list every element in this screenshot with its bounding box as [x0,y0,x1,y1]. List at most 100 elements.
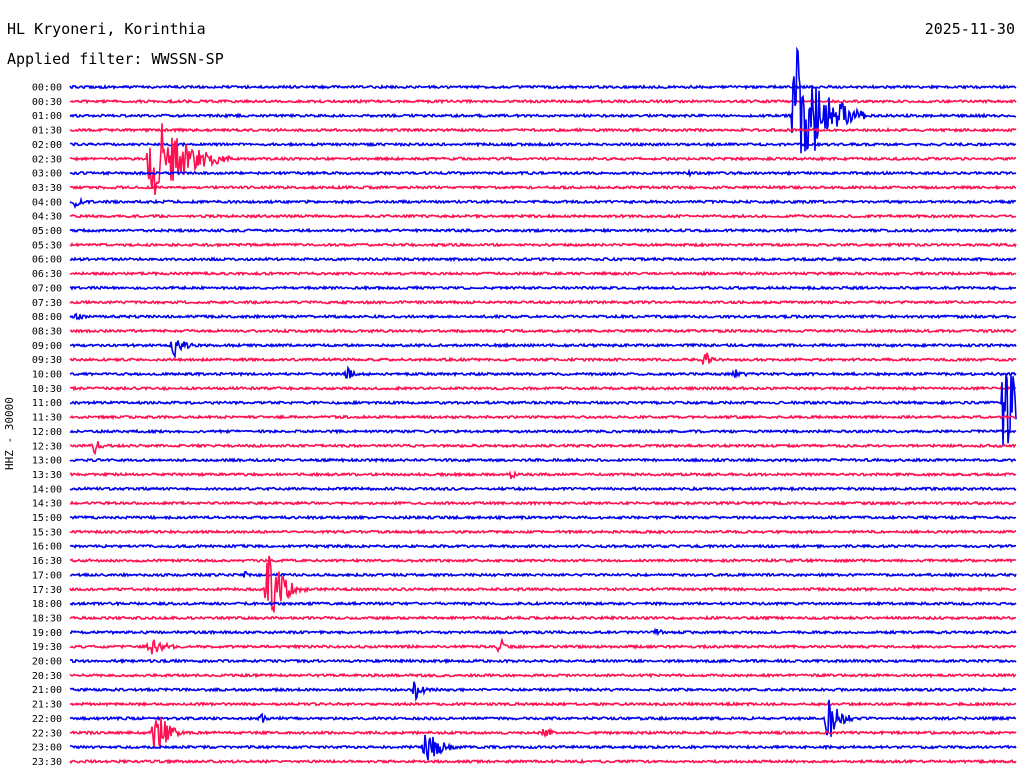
trace-line [69,528,1017,535]
time-tick-label: 23:30 [32,757,62,768]
time-tick-label: 23:00 [32,743,62,754]
time-tick-label: 05:30 [32,240,62,251]
time-tick-label: 20:30 [32,671,62,682]
trace-line [70,734,1017,761]
trace-line [69,168,1017,178]
trace-line [69,637,1016,655]
trace-line [69,213,1017,220]
trace-line [69,441,1017,456]
time-tick-label: 07:30 [32,298,62,309]
time-tick-label: 04:00 [32,197,62,208]
time-tick-label: 20:00 [32,657,62,668]
trace-line [69,469,1017,479]
time-tick-label: 15:00 [32,513,62,524]
trace-line [69,123,1017,195]
trace-line [69,385,1017,392]
time-tick-label: 11:00 [32,398,62,409]
time-tick-label: 09:00 [32,341,62,352]
time-tick-label: 06:30 [32,269,62,280]
trace-line [69,98,1017,105]
trace-line [69,312,1017,321]
time-tick-label: 16:30 [32,556,62,567]
trace-line [69,414,1017,421]
trace-line [69,184,1017,191]
time-tick-label: 07:00 [32,283,62,294]
time-tick-label: 18:30 [32,613,62,624]
time-tick-label: 01:30 [32,126,62,137]
trace-line [69,717,1017,749]
time-tick-label: 22:00 [32,714,62,725]
time-tick-label: 02:30 [32,154,62,165]
trace-line [69,299,1017,306]
time-tick-label: 09:30 [32,355,62,366]
trace-line [69,196,1017,209]
time-tick-label: 03:30 [32,183,62,194]
trace-line [69,700,1017,708]
trace-line [70,627,1017,637]
trace-line [69,127,1017,134]
time-tick-label: 14:00 [32,484,62,495]
station-title: HL Kryoneri, Korinthia [7,20,206,38]
trace-line [69,256,1017,263]
trace-line [69,699,1016,737]
time-tick-label: 21:30 [32,700,62,711]
time-tick-label: 22:30 [32,728,62,739]
time-tick-label: 11:30 [32,413,62,424]
trace-line [69,514,1017,521]
trace-line [69,46,1017,154]
trace-line [69,672,1017,679]
time-tick-label: 00:30 [32,97,62,108]
time-tick-label: 19:00 [32,628,62,639]
time-tick-label: 13:00 [32,456,62,467]
trace-line [69,241,1017,248]
time-tick-label: 06:00 [32,255,62,266]
trace-line [69,365,1017,379]
trace-line [69,141,1017,148]
time-tick-label: 21:00 [32,685,62,696]
time-tick-label: 18:00 [32,599,62,610]
trace-line [69,83,1017,90]
trace-line [69,284,1017,292]
trace-line [69,614,1017,621]
time-tick-label: 17:00 [32,570,62,581]
time-tick-label: 01:00 [32,111,62,122]
time-tick-label: 04:30 [32,212,62,223]
trace-line [70,500,1017,507]
trace-line [69,485,1017,492]
time-tick-label: 19:30 [32,642,62,653]
time-tick-label: 12:00 [32,427,62,438]
trace-line [69,227,1017,234]
trace-line [69,557,1016,564]
time-tick-label: 02:00 [32,140,62,151]
time-tick-label: 03:00 [32,169,62,180]
time-tick-label: 08:30 [32,326,62,337]
time-tick-label: 05:00 [32,226,62,237]
trace-line [69,457,1017,464]
time-tick-label: 14:30 [32,499,62,510]
date-label: 2025-11-30 [924,20,1015,38]
time-tick-label: 10:30 [32,384,62,395]
filter-label: Applied filter: WWSSN-SP [7,50,224,68]
trace-line [70,340,1017,359]
time-tick-label: 13:30 [32,470,62,481]
trace-line [69,600,1017,607]
trace-line [69,352,1017,365]
trace-line [69,270,1017,277]
trace-line [69,428,1017,435]
time-tick-label: 12:30 [32,441,62,452]
trace-line [69,373,1017,447]
time-tick-label: 17:30 [32,585,62,596]
trace-line [69,758,1017,765]
trace-line [69,571,1017,578]
trace-line [69,543,1017,550]
time-tick-label: 10:00 [32,370,62,381]
trace-line [69,681,1017,702]
trace-line [69,555,1017,613]
trace-line [69,658,1017,665]
time-tick-label: 15:30 [32,527,62,538]
time-tick-label: 08:00 [32,312,62,323]
trace-line [69,328,1017,334]
time-tick-label: 00:00 [32,83,62,94]
time-tick-label: 16:00 [32,542,62,553]
